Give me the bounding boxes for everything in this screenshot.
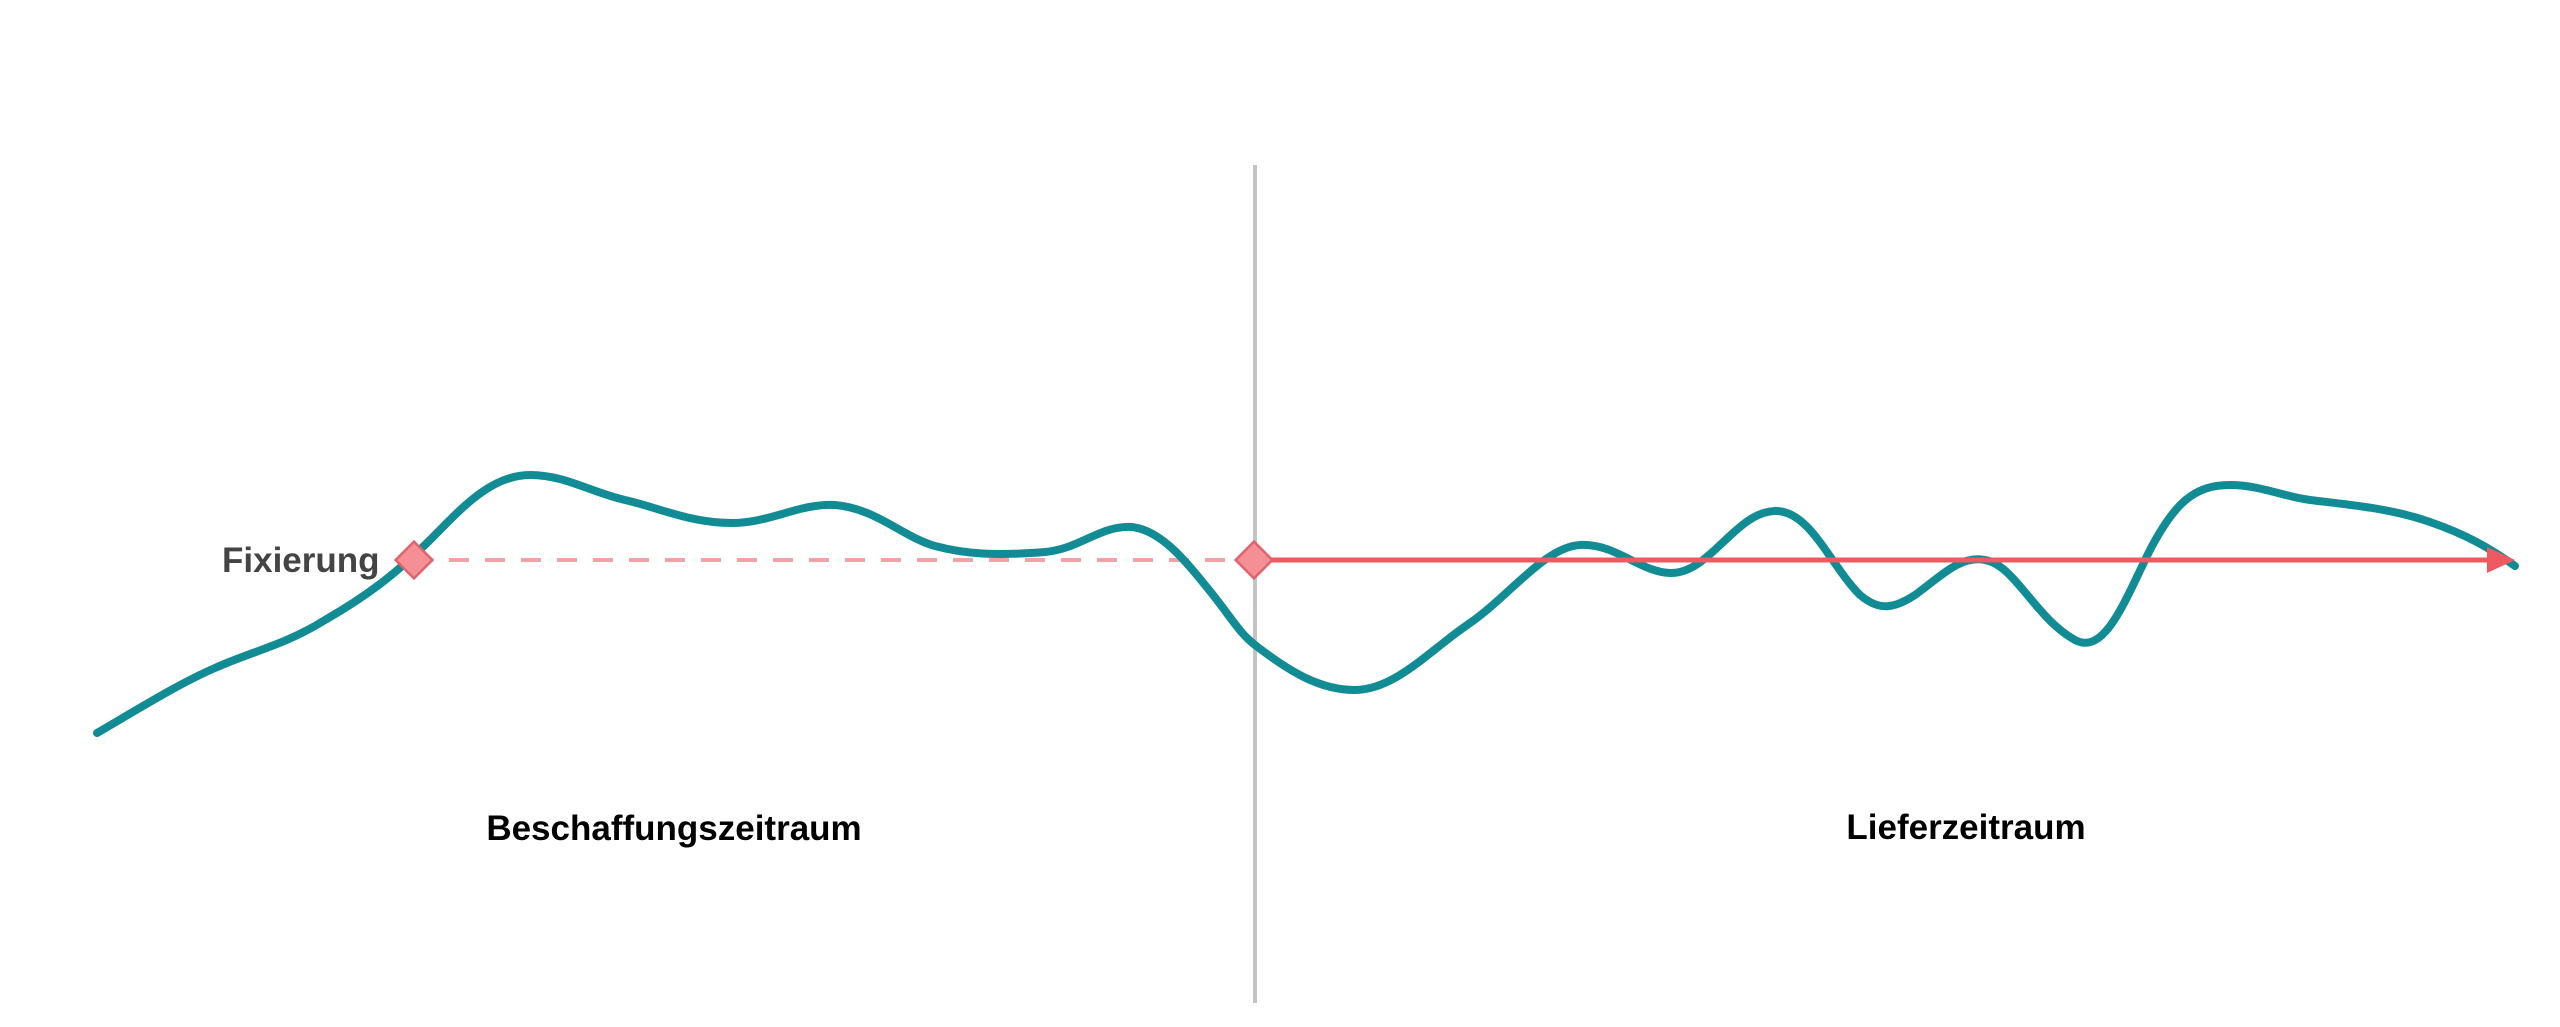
fixing-marker [393,539,435,581]
beschaffungszeitraum-label: Beschaffungszeitraum [486,809,861,848]
delivery-start-marker [1233,539,1275,581]
price-curve [93,471,2519,737]
fixierung-label: Fixierung [222,541,380,580]
lieferzeitraum-label: Lieferzeitraum [1846,808,2085,847]
fixed-price-arrowhead [2487,547,2515,573]
